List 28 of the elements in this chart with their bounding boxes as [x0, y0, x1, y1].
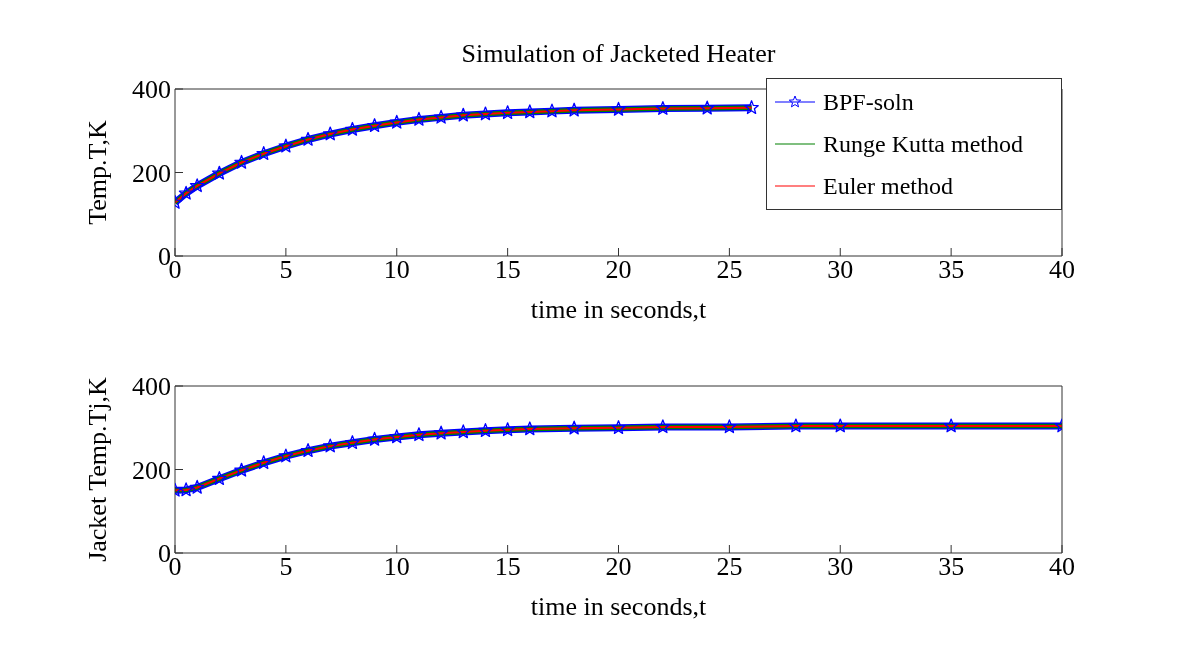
- x-tick-label: 5: [279, 255, 293, 285]
- y-tick-label: 400: [132, 75, 171, 105]
- x-tick-label: 10: [383, 552, 410, 582]
- x-axis-title: time in seconds,t: [530, 295, 708, 324]
- y-axis-title: Temp.T,K: [82, 120, 112, 225]
- x-tick-label: 10: [383, 255, 410, 285]
- x-axis-title: time in seconds,t: [530, 592, 708, 621]
- x-tick-label: 20: [605, 255, 632, 285]
- chart-title: Simulation of Jacketed Heater: [461, 39, 776, 68]
- x-tick-label: 30: [827, 255, 854, 285]
- y-tick-label: 200: [132, 158, 171, 188]
- x-tick-label: 35: [938, 255, 965, 285]
- x-tick-label: 5: [279, 552, 293, 582]
- x-tick-label: 25: [716, 552, 743, 582]
- legend-label: Runge Kutta method: [823, 130, 1023, 158]
- x-tick-label: 25: [716, 255, 743, 285]
- x-tick-label: 15: [494, 552, 521, 582]
- y-axis-title: Jacket Temp.Tj,K: [82, 376, 112, 562]
- x-tick-label: 40: [1049, 255, 1075, 285]
- x-tick-label: 20: [605, 552, 632, 582]
- x-tick-label: 15: [494, 255, 521, 285]
- legend-label: BPF-soln: [823, 88, 914, 116]
- x-tick-label: 30: [827, 552, 854, 582]
- y-tick-label: 200: [132, 455, 171, 485]
- x-tick-label: 35: [938, 552, 965, 582]
- y-tick-label: 400: [132, 372, 171, 402]
- legend-label: Euler method: [823, 172, 953, 200]
- x-tick-label: 40: [1049, 552, 1075, 582]
